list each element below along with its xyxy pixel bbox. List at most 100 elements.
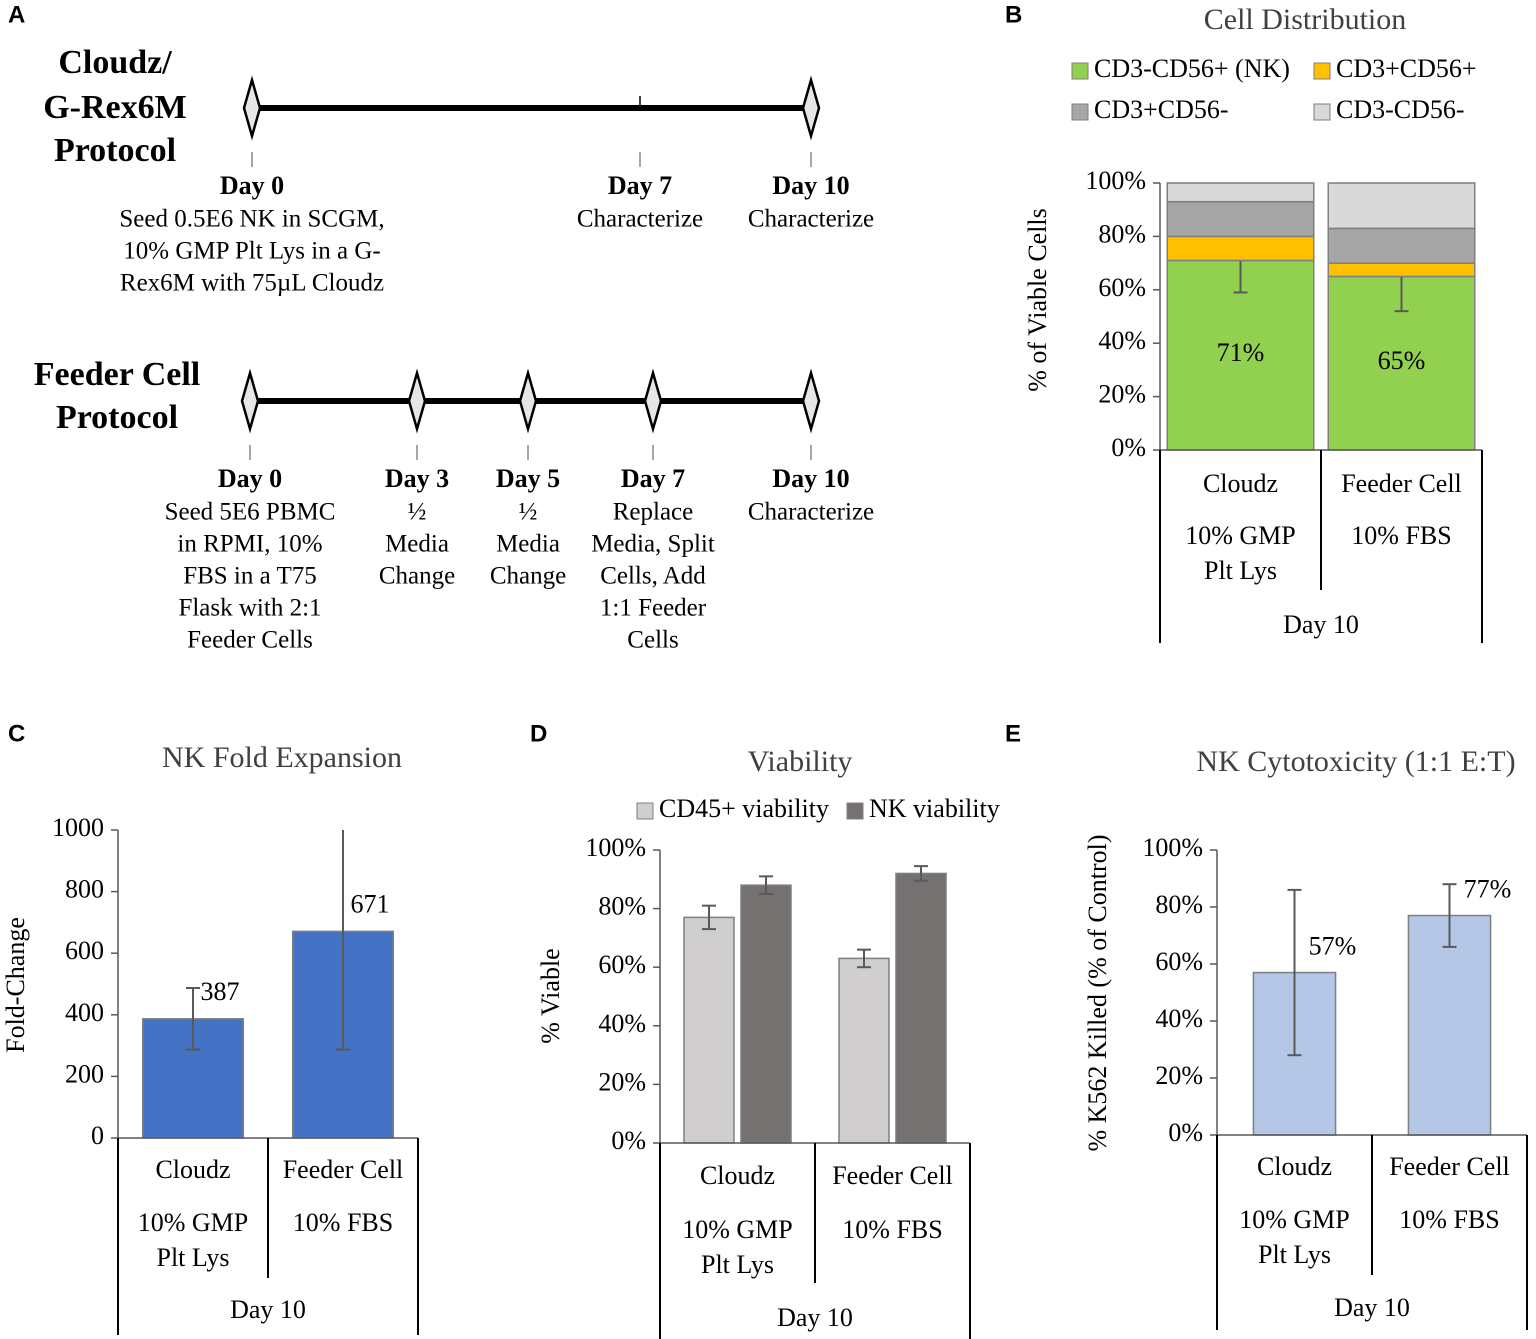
x-tick-label: Feeder Cell: [1389, 1152, 1510, 1181]
legend-swatch: [1071, 62, 1089, 80]
protocol-title: Protocol: [56, 399, 178, 436]
x-subcategory-label: 10% FBS: [293, 1208, 393, 1237]
event-day: Day 3: [385, 464, 449, 493]
y-tick-label: 0%: [1168, 1118, 1203, 1147]
y-tick-label: 0: [91, 1121, 104, 1150]
event-text: Seed 0.5E6 NK in SCGM,: [119, 206, 384, 233]
legend-label: NK viability: [869, 794, 1000, 823]
value-label: 387: [201, 977, 240, 1006]
event-text: Media: [385, 531, 449, 558]
timeline-marker: [801, 368, 821, 434]
y-tick-label: 100%: [1142, 833, 1203, 862]
x-tick-label: Cloudz: [155, 1155, 230, 1184]
legend-label: CD3+CD56-: [1094, 95, 1229, 124]
x-group-label: Day 10: [230, 1295, 306, 1324]
chart-title: NK Cytotoxicity (1:1 E:T): [1196, 745, 1515, 778]
y-tick-label: 600: [65, 936, 104, 965]
x-subcategory-label: 10% GMP Plt Lys: [1239, 1205, 1350, 1269]
chart-title: Viability: [748, 745, 853, 778]
legend-swatch: [1071, 103, 1089, 121]
event-text: FBS in a T75: [183, 563, 317, 590]
y-tick-label: 80%: [1098, 219, 1146, 248]
event-text: Change: [379, 563, 455, 590]
y-tick-label: 100%: [1085, 166, 1146, 195]
legend-label: CD3-CD56-: [1336, 95, 1465, 124]
timeline-marker: [643, 368, 663, 434]
value-label: 671: [351, 889, 390, 918]
y-tick-label: 40%: [1098, 326, 1146, 355]
y-tick-label: 60%: [1098, 273, 1146, 302]
x-tick-label: Feeder Cell: [1341, 469, 1462, 498]
event-day: Day 0: [218, 464, 282, 493]
bar: [683, 916, 735, 1144]
event-day: Day 7: [608, 171, 672, 200]
event-text: Media: [496, 531, 560, 558]
value-label: 77%: [1464, 875, 1512, 904]
y-tick-label: 400: [65, 998, 104, 1027]
legend-label: CD45+ viability: [659, 794, 829, 823]
bar: [1407, 914, 1492, 1136]
y-tick-label: 40%: [1155, 1004, 1203, 1033]
bar: [740, 884, 792, 1144]
event-text: in RPMI, 10%: [177, 531, 322, 558]
event-text: Characterize: [748, 499, 874, 526]
event-text: ½: [519, 499, 538, 526]
event-text: Characterize: [748, 206, 874, 233]
panel-label: D: [530, 720, 547, 747]
x-subcategory-label: 10% FBS: [842, 1215, 942, 1244]
event-text: Cells: [627, 627, 678, 654]
event-text: Media, Split: [591, 531, 715, 558]
timeline-marker: [801, 75, 821, 141]
panel-label: E: [1005, 720, 1021, 747]
y-tick-label: 800: [65, 875, 104, 904]
x-subcategory-label: 10% FBS: [1399, 1205, 1499, 1234]
bar-segment: [1327, 262, 1476, 278]
event-text: Characterize: [577, 206, 703, 233]
y-tick-label: 20%: [1098, 380, 1146, 409]
event-text: Replace: [613, 499, 694, 526]
protocol-title: G-Rex6M: [43, 89, 187, 126]
protocol-title: Feeder Cell: [34, 356, 200, 393]
legend-swatch: [846, 802, 864, 820]
x-group-label: Day 10: [777, 1303, 853, 1332]
legend-swatch: [636, 802, 654, 820]
x-group-label: Day 10: [1283, 610, 1359, 639]
protocol-title: Protocol: [54, 132, 176, 169]
bar-segment: [1327, 182, 1476, 230]
value-label: 57%: [1309, 932, 1357, 961]
y-axis-label: % Viable: [536, 948, 565, 1043]
x-subcategory-label: 10% GMP Plt Lys: [1185, 521, 1296, 585]
legend-label: CD3-CD56+ (NK): [1094, 54, 1290, 83]
event-text: Change: [490, 563, 566, 590]
timeline-marker: [407, 368, 427, 434]
x-subcategory-label: 10% GMP Plt Lys: [138, 1208, 249, 1272]
event-text: 10% GMP Plt Lys in a G-: [123, 238, 380, 265]
timeline-marker: [240, 368, 260, 434]
x-subcategory-label: 10% GMP Plt Lys: [682, 1215, 793, 1279]
y-tick-label: 0%: [1111, 433, 1146, 462]
timeline-marker: [518, 368, 538, 434]
value-label: 71%: [1217, 338, 1265, 367]
event-day: Day 0: [220, 171, 284, 200]
panel-label: B: [1005, 1, 1022, 28]
y-tick-label: 100%: [585, 833, 646, 862]
legend-label: CD3+CD56+: [1336, 54, 1477, 83]
event-text: ½: [408, 499, 427, 526]
y-tick-label: 80%: [598, 892, 646, 921]
bar: [838, 957, 890, 1144]
event-day: Day 7: [621, 464, 685, 493]
x-group-label: Day 10: [1334, 1293, 1410, 1322]
event-text: 1:1 Feeder: [600, 595, 707, 622]
y-axis-label: Fold-Change: [1, 917, 30, 1053]
y-axis-label: % K562 Killed (% of Control): [1083, 834, 1112, 1151]
panel-label: C: [8, 720, 25, 747]
chart-title: Cell Distribution: [1204, 3, 1407, 36]
event-day: Day 10: [772, 171, 849, 200]
y-tick-label: 80%: [1155, 890, 1203, 919]
event-text: Seed 5E6 PBMC: [165, 499, 336, 526]
y-tick-label: 0%: [611, 1126, 646, 1155]
bar-segment: [1166, 200, 1315, 238]
y-tick-label: 40%: [598, 1009, 646, 1038]
event-text: Cells, Add: [600, 563, 706, 590]
